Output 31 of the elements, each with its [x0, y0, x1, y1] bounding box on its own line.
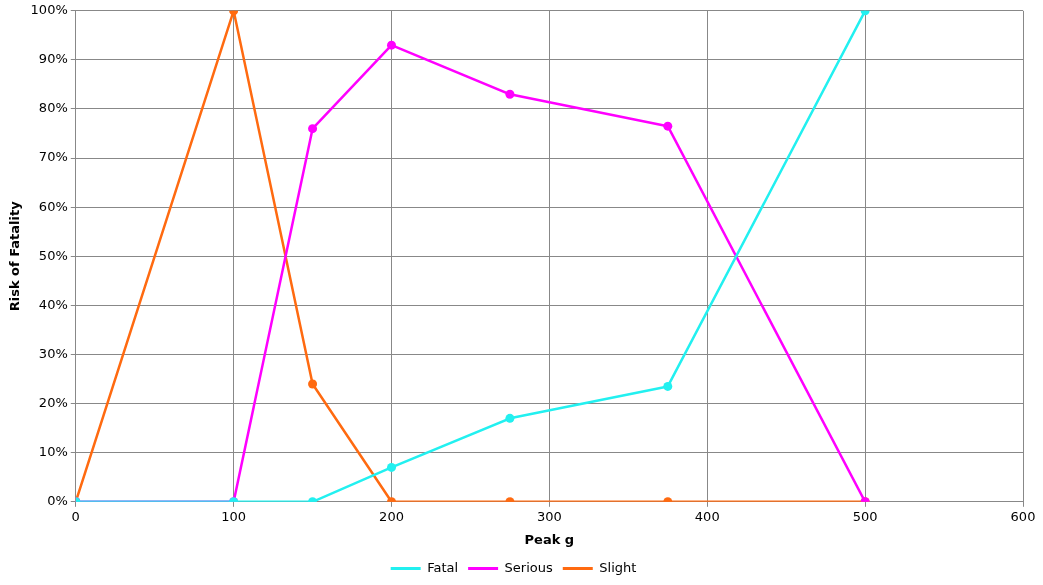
- y-tick-label: 10%: [38, 444, 68, 460]
- x-tick-label: 200: [379, 508, 404, 524]
- y-axis-title: Risk of Fatality: [7, 200, 23, 312]
- point: [308, 379, 318, 389]
- x-tick-label: 500: [852, 508, 878, 524]
- point: [663, 381, 673, 391]
- x-tick-label: 400: [694, 508, 720, 524]
- point: [387, 462, 397, 472]
- x-tick-label: 0: [71, 508, 80, 524]
- y-tick-label: 20%: [38, 394, 68, 410]
- y-tick-label: 40%: [38, 296, 68, 312]
- x-tick-label: 100: [221, 508, 247, 524]
- legend-label: Fatal: [427, 559, 459, 575]
- x-axis-title: Peak g: [524, 531, 575, 547]
- y-tick-label: 70%: [38, 149, 68, 165]
- point: [308, 124, 318, 134]
- y-tick-label: 50%: [38, 247, 68, 263]
- y-tick-label: 80%: [38, 100, 68, 116]
- y-tick-label: 90%: [38, 51, 68, 67]
- x-tick-label: 600: [1010, 508, 1036, 524]
- point: [505, 89, 515, 99]
- x-tick-label: 300: [536, 508, 562, 524]
- y-tick-label: 30%: [38, 345, 68, 361]
- y-tick-label: 100%: [30, 2, 68, 18]
- legend-label: Slight: [599, 559, 637, 575]
- legend-label: Serious: [504, 559, 553, 575]
- point: [387, 40, 397, 50]
- point: [505, 413, 515, 423]
- y-tick-label: 0%: [47, 493, 68, 509]
- y-tick-label: 60%: [38, 198, 68, 214]
- point: [663, 121, 673, 131]
